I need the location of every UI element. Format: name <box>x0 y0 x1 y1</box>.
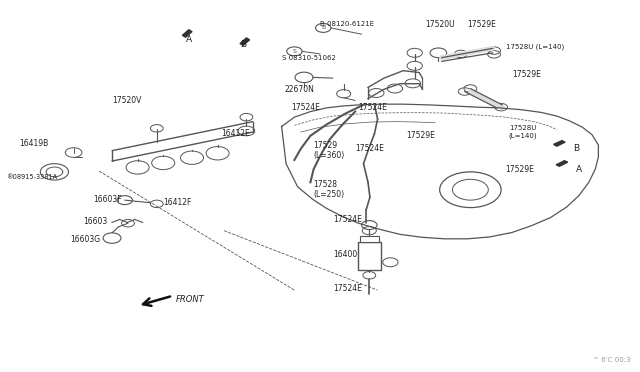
Text: 17524E: 17524E <box>355 144 384 153</box>
Text: 17524E: 17524E <box>358 103 387 112</box>
Text: 17524E: 17524E <box>333 215 362 224</box>
Polygon shape <box>554 141 565 146</box>
Text: A: A <box>186 35 192 44</box>
Text: 17528U (L=140): 17528U (L=140) <box>506 43 564 50</box>
Text: 16603G: 16603G <box>70 235 100 244</box>
Bar <box>360 236 379 242</box>
Text: 17520V: 17520V <box>112 96 141 105</box>
Text: 16412F: 16412F <box>163 198 191 207</box>
Text: 17529E: 17529E <box>406 131 435 140</box>
Text: 17529
(L=360): 17529 (L=360) <box>314 141 345 160</box>
Text: B: B <box>321 25 325 31</box>
Text: 16400: 16400 <box>333 250 357 259</box>
Polygon shape <box>556 161 568 166</box>
Text: 16603: 16603 <box>83 217 108 226</box>
Text: B: B <box>573 144 579 153</box>
Text: 17529E: 17529E <box>512 70 541 79</box>
Text: 22670N: 22670N <box>285 85 315 94</box>
Text: 17524E: 17524E <box>333 284 362 293</box>
Text: FRONT: FRONT <box>176 295 205 304</box>
Text: 16412E: 16412E <box>221 129 250 138</box>
Text: 17520U: 17520U <box>426 20 455 29</box>
Text: 17524E: 17524E <box>291 103 320 112</box>
Text: 16419B: 16419B <box>19 139 49 148</box>
Text: ^ 6’C 00:3: ^ 6’C 00:3 <box>593 357 630 363</box>
Text: 16603F: 16603F <box>93 195 122 203</box>
Text: 17528U
(L=140): 17528U (L=140) <box>509 125 538 139</box>
Text: ®08915-3381A: ®08915-3381A <box>6 174 58 180</box>
Text: B 08120-6121E: B 08120-6121E <box>320 21 374 27</box>
Text: S 08310-51062: S 08310-51062 <box>282 55 335 61</box>
Text: 17529E: 17529E <box>506 165 534 174</box>
Polygon shape <box>240 38 250 45</box>
Text: A: A <box>576 165 582 174</box>
Text: S: S <box>292 49 296 54</box>
Text: 17529E: 17529E <box>467 20 496 29</box>
Bar <box>358 242 381 270</box>
Text: B: B <box>240 40 246 49</box>
Polygon shape <box>182 30 192 37</box>
Text: 17528
(L=250): 17528 (L=250) <box>314 180 345 199</box>
